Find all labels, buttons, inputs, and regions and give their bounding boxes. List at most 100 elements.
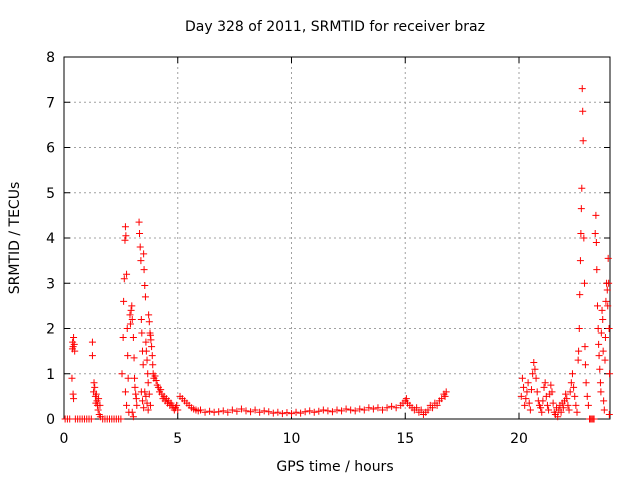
data-point [429, 404, 437, 412]
data-point [141, 282, 149, 290]
data-point [606, 370, 614, 378]
data-point [424, 406, 432, 414]
y-tick-label: 4 [46, 231, 55, 247]
data-point [441, 392, 449, 400]
data-point [142, 347, 150, 355]
y-tick-label: 7 [46, 95, 55, 111]
y-tick-label: 3 [46, 276, 55, 292]
y-axis-label: SRMTID / TECUs [7, 182, 23, 295]
data-point [127, 306, 135, 314]
data-point [136, 229, 144, 237]
axis-ticks: 0 1 2 3 4 5 6 7 8 0 5 10 15 20 [46, 50, 610, 447]
data-point [548, 388, 556, 396]
data-point [598, 306, 606, 314]
data-point [147, 336, 155, 344]
data-point [547, 381, 555, 389]
data-point [543, 401, 551, 409]
data-point [517, 392, 525, 400]
data-point [578, 85, 586, 93]
data-point [130, 354, 138, 362]
data-point [288, 410, 295, 418]
data-point [237, 405, 245, 413]
data-point [533, 388, 541, 396]
data-point [283, 409, 291, 417]
data-point [591, 229, 599, 237]
data-point [532, 374, 540, 382]
data-point [549, 399, 557, 407]
data-point [347, 406, 355, 414]
data-point [131, 383, 139, 391]
data-point [144, 379, 152, 387]
data-point [141, 388, 149, 396]
data-point [570, 383, 578, 391]
data-point [140, 404, 148, 412]
data-point [351, 407, 359, 415]
data-point [578, 184, 586, 192]
x-tick-label: 0 [60, 431, 69, 447]
data-point [151, 372, 159, 380]
data-point [260, 407, 268, 415]
data-point [274, 408, 282, 416]
data-point [88, 352, 96, 360]
data-point [413, 404, 421, 412]
data-point [528, 386, 536, 394]
data-point [559, 404, 567, 412]
data-point [522, 395, 530, 403]
data-point [580, 234, 588, 242]
data-point [145, 318, 153, 326]
data-point [120, 275, 128, 283]
data-point [601, 334, 609, 342]
data-point [592, 211, 600, 219]
data-point [242, 407, 250, 415]
data-point [126, 311, 134, 319]
data-point [605, 325, 613, 332]
data-point [122, 232, 130, 240]
y-tick-label: 5 [46, 186, 55, 202]
data-point [360, 406, 368, 414]
data-point [579, 137, 587, 145]
data-point [602, 297, 610, 305]
data-point [157, 386, 165, 394]
data-point [596, 365, 604, 373]
data-point [120, 297, 128, 305]
data-point [306, 407, 314, 415]
data-point [139, 361, 147, 369]
data-point [70, 395, 78, 403]
data-point [88, 338, 96, 346]
data-point [126, 320, 134, 328]
data-point [141, 293, 149, 301]
data-point [146, 401, 154, 409]
y-tick-label: 0 [46, 412, 55, 428]
data-point [596, 379, 604, 387]
data-point [417, 406, 425, 414]
data-point [590, 415, 598, 423]
data-point [566, 388, 574, 396]
chart-title: Day 328 of 2011, SRMTID for receiver bra… [185, 19, 485, 35]
data-point [593, 266, 601, 274]
data-point [597, 388, 605, 396]
data-point [592, 239, 600, 247]
data-point [233, 407, 241, 415]
data-point [70, 340, 78, 348]
data-point [173, 401, 181, 409]
data-point [144, 406, 152, 414]
data-point [119, 334, 127, 342]
data-point [537, 404, 545, 412]
y-tick-label: 6 [46, 141, 55, 157]
data-point [148, 343, 156, 351]
data-point [388, 402, 396, 410]
data-point [224, 408, 232, 416]
data-point [520, 383, 528, 391]
data-point [124, 352, 132, 360]
data-point [137, 315, 145, 323]
data-point [603, 286, 611, 294]
data-point [531, 365, 539, 373]
data-point [402, 395, 410, 403]
data-point [117, 415, 125, 423]
data-point [129, 334, 137, 342]
data-point [374, 404, 382, 412]
data-point [215, 408, 223, 416]
data-point [392, 404, 400, 412]
data-point [525, 399, 533, 407]
data-point [256, 408, 264, 416]
